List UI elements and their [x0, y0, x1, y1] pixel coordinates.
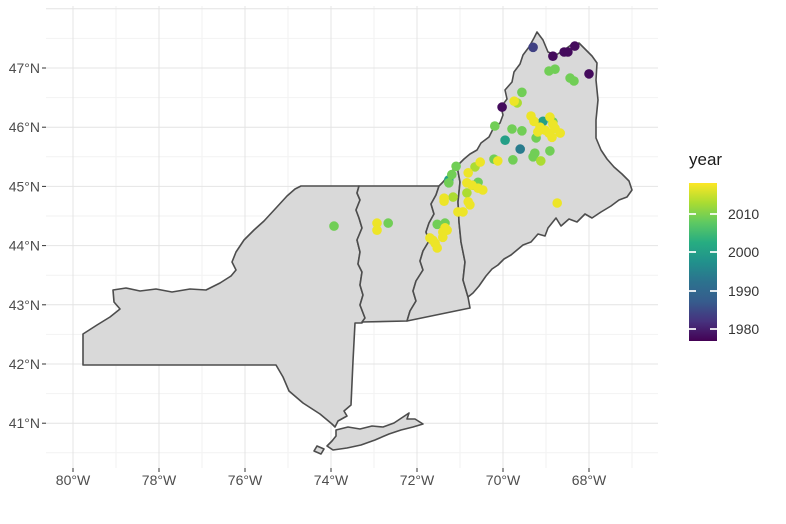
data-point [528, 42, 538, 53]
legend-colorbar-wrap: 2010 2000 1990 1980 [688, 183, 786, 341]
state-maine [456, 31, 633, 298]
y-tick-label: 44°N [9, 238, 40, 254]
legend-tick-mark [689, 328, 696, 331]
x-tick-label: 76°W [228, 472, 263, 488]
legend-title: year [689, 150, 723, 169]
legend-tick-label: 2010 [728, 205, 760, 222]
legend-tick-mark [689, 289, 696, 292]
data-point [329, 221, 339, 231]
data-point [552, 198, 562, 208]
data-point [447, 169, 457, 180]
legend-tick-mark [710, 251, 717, 254]
data-point [584, 69, 594, 79]
data-point [533, 127, 543, 137]
data-point [507, 124, 517, 134]
data-point [570, 41, 580, 51]
legend-tick-mark [689, 251, 696, 254]
data-point [478, 185, 488, 195]
data-point [508, 155, 518, 165]
state-new-york [82, 185, 366, 428]
data-point [448, 192, 458, 202]
data-point [545, 112, 555, 122]
data-point [545, 146, 555, 156]
data-point [500, 135, 510, 145]
data-point [497, 102, 507, 112]
y-tick-label: 42°N [9, 356, 40, 372]
data-point [550, 64, 560, 74]
data-point [490, 121, 500, 131]
y-tick-label: 41°N [9, 415, 40, 431]
data-point [526, 111, 536, 121]
x-tick-label: 70°W [486, 472, 521, 488]
y-tick-label: 46°N [9, 119, 40, 135]
x-tick-label: 74°W [314, 472, 349, 488]
data-point [439, 196, 449, 206]
data-point [563, 47, 573, 57]
data-point [569, 76, 579, 86]
data-point [372, 225, 382, 235]
state-staten-island [313, 445, 325, 455]
y-tick-label: 47°N [9, 60, 40, 76]
data-point [432, 243, 443, 253]
data-point [428, 235, 438, 246]
data-point [451, 161, 461, 172]
legend-tick-label: 2000 [728, 244, 760, 261]
data-point [442, 225, 452, 235]
x-tick-label: 80°W [56, 472, 91, 488]
state-long-island [326, 412, 424, 451]
data-point [444, 178, 454, 188]
x-tick-label: 72°W [400, 472, 435, 488]
x-tick-label: 78°W [142, 472, 177, 488]
data-point [458, 207, 468, 217]
legend-tick-label: 1980 [728, 321, 760, 338]
legend-tick-mark [710, 212, 717, 215]
data-point [536, 156, 546, 166]
data-point [432, 219, 443, 230]
data-point [509, 96, 519, 106]
data-point [548, 51, 558, 61]
data-point [383, 218, 394, 228]
data-point [475, 157, 486, 167]
legend-colorbar [689, 183, 717, 341]
legend-tick-mark [710, 328, 717, 331]
x-tick-label: 68°W [572, 472, 607, 488]
data-point [555, 128, 565, 138]
y-tick-label: 43°N [9, 297, 40, 313]
legend-tick-mark [689, 212, 696, 215]
data-point [463, 168, 474, 178]
data-point [438, 232, 448, 243]
legend: year 2010 2000 1990 1980 [688, 150, 786, 341]
data-point [547, 132, 557, 143]
data-point [517, 126, 527, 136]
data-point [515, 144, 525, 154]
data-point [465, 200, 475, 210]
data-point [462, 188, 472, 198]
y-tick-label: 45°N [9, 178, 40, 194]
data-point [528, 152, 538, 162]
data-point [372, 218, 382, 228]
data-point [493, 156, 503, 166]
legend-tick-label: 1990 [728, 282, 760, 299]
legend-tick-mark [710, 289, 717, 292]
data-point [517, 87, 527, 98]
